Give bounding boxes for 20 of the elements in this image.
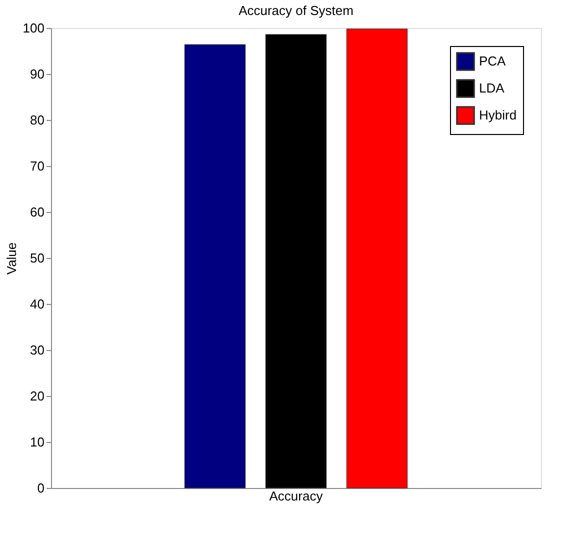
legend-label: PCA xyxy=(479,54,506,68)
y-tick-label: 20 xyxy=(30,388,44,404)
x-tick-label: Accuracy xyxy=(269,488,324,504)
y-tick-label: 10 xyxy=(30,434,44,450)
y-tick-label: 100 xyxy=(22,20,44,36)
chart-title: Accuracy of System xyxy=(238,3,354,18)
y-tick-label: 70 xyxy=(30,158,44,174)
y-tick-label: 80 xyxy=(30,112,44,128)
y-tick-label: 30 xyxy=(30,342,44,358)
bar xyxy=(265,34,327,488)
y-tick-label: 40 xyxy=(30,296,44,312)
y-tick-label: 50 xyxy=(30,250,44,266)
y-tick-label: 90 xyxy=(30,66,44,82)
y-tick-label: 0 xyxy=(37,480,44,496)
y-tick-label: 60 xyxy=(30,204,44,220)
y-axis-title: Value xyxy=(4,242,19,275)
bar xyxy=(184,44,246,488)
legend-label: LDA xyxy=(479,80,505,96)
bar xyxy=(346,28,408,488)
legend-label: Hybird xyxy=(479,108,517,122)
